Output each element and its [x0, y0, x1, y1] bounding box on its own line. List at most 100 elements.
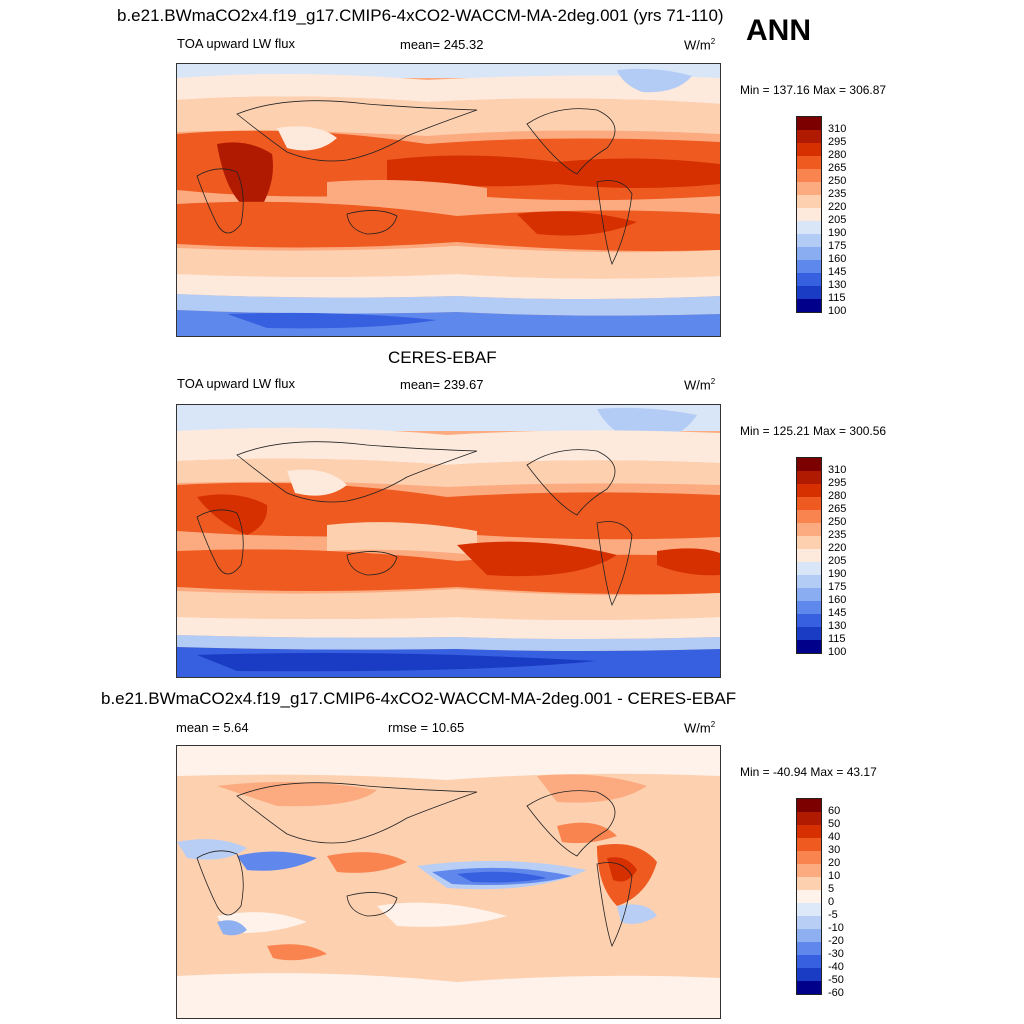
minmax-label: Min = -40.94 Max = 43.17 [740, 765, 877, 779]
colorbar [796, 798, 822, 995]
colorbar-tick-label: 280 [828, 490, 847, 502]
field-label: TOA upward LW flux [177, 376, 296, 391]
colorbar-tick-label: 220 [828, 542, 847, 554]
colorbar-tick-label: 10 [828, 870, 841, 882]
colorbar-swatch [797, 825, 821, 838]
colorbar-tick-label: 115 [828, 292, 846, 304]
colorbar-tick-label: 145 [828, 607, 847, 619]
map-model [176, 63, 721, 337]
colorbar-tick-label: 310 [828, 464, 847, 476]
colorbar-swatch [797, 955, 821, 968]
colorbar-swatch [797, 864, 821, 877]
mean-label: mean= 245.32 [400, 37, 484, 52]
colorbar-tick-label: 205 [828, 555, 847, 567]
colorbar-swatch [797, 916, 821, 929]
colorbar-swatch [797, 877, 821, 890]
colorbar-tick-label: 205 [828, 214, 847, 226]
colorbar-tick-label: 130 [828, 279, 847, 291]
colorbar-swatch [797, 588, 821, 601]
colorbar-swatch [797, 890, 821, 903]
units-label: W/m2 [684, 37, 716, 53]
colorbar-swatch [797, 851, 821, 864]
colorbar-swatch [797, 484, 821, 497]
colorbar-swatch [797, 523, 821, 536]
colorbar-swatch [797, 838, 821, 851]
colorbar-swatch [797, 299, 821, 312]
colorbar-tick-label: 50 [828, 818, 841, 830]
units-label: W/m2 [684, 720, 716, 736]
colorbar-tick-label: -10 [828, 922, 844, 934]
colorbar-swatch [797, 234, 821, 247]
colorbar-tick-label: 280 [828, 149, 847, 161]
colorbar-tick-label: 0 [828, 896, 835, 908]
colorbar-tick-label: 295 [828, 136, 847, 148]
colorbar-swatch [797, 575, 821, 588]
colorbar-tick-label: 265 [828, 162, 847, 174]
colorbar-swatch [797, 497, 821, 510]
colorbar-tick-label: 235 [828, 529, 847, 541]
field-label: TOA upward LW flux [177, 36, 296, 51]
diff-title: b.e21.BWmaCO2x4.f19_g17.CMIP6-4xCO2-WACC… [101, 689, 737, 708]
colorbar-tick-label: 160 [828, 253, 847, 265]
season-label: ANN [746, 14, 811, 47]
model-title: b.e21.BWmaCO2x4.f19_g17.CMIP6-4xCO2-WACC… [117, 6, 724, 25]
colorbar-swatch [797, 458, 821, 471]
colorbar-swatch [797, 182, 821, 195]
colorbar-tick-label: 190 [828, 227, 847, 239]
colorbar-swatch [797, 247, 821, 260]
colorbar-swatch [797, 981, 821, 994]
colorbar-tick-label: -60 [828, 987, 844, 999]
colorbar-swatch [797, 260, 821, 273]
colorbar-swatch [797, 143, 821, 156]
colorbar-tick-label: -30 [828, 948, 844, 960]
colorbar-swatch [797, 812, 821, 825]
colorbar-swatch [797, 130, 821, 143]
colorbar-swatch [797, 942, 821, 955]
colorbar-tick-label: 60 [828, 805, 841, 817]
colorbar-swatch [797, 929, 821, 942]
mean-label: mean = 5.64 [176, 720, 249, 735]
colorbar-tick-label: 295 [828, 477, 847, 489]
colorbar-tick-label: -40 [828, 961, 844, 973]
colorbar-tick-label: 160 [828, 594, 847, 606]
colorbar-tick-label: 100 [828, 646, 847, 658]
colorbar-swatch [797, 614, 821, 627]
units-label: W/m2 [684, 377, 716, 393]
map-diff [176, 745, 721, 1019]
colorbar-tick-label: 130 [828, 620, 847, 632]
colorbar-tick-label: 220 [828, 201, 847, 213]
colorbar-tick-label: 175 [828, 240, 847, 252]
colorbar-tick-label: 250 [828, 175, 847, 187]
colorbar-tick-label: 310 [828, 123, 847, 135]
colorbar-swatch [797, 510, 821, 523]
colorbar-tick-label: 235 [828, 188, 847, 200]
colorbar [796, 457, 822, 654]
colorbar-tick-label: 5 [828, 883, 835, 895]
colorbar-swatch [797, 799, 821, 812]
colorbar-tick-label: 115 [828, 633, 846, 645]
colorbar-tick-label: 145 [828, 266, 847, 278]
colorbar-tick-label: -5 [828, 909, 838, 921]
colorbar-tick-label: 175 [828, 581, 847, 593]
colorbar [796, 116, 822, 313]
colorbar-tick-label: 30 [828, 844, 841, 856]
colorbar-tick-label: 100 [828, 305, 847, 317]
colorbar-swatch [797, 549, 821, 562]
rmse-label: rmse = 10.65 [388, 720, 465, 735]
colorbar-swatch [797, 536, 821, 549]
colorbar-tick-label: -20 [828, 935, 844, 947]
colorbar-swatch [797, 562, 821, 575]
colorbar-swatch [797, 195, 821, 208]
obs-title: CERES-EBAF [388, 348, 497, 367]
colorbar-swatch [797, 968, 821, 981]
map-obs [176, 404, 721, 678]
colorbar-tick-label: 190 [828, 568, 847, 580]
colorbar-swatch [797, 208, 821, 221]
colorbar-swatch [797, 117, 821, 130]
colorbar-swatch [797, 601, 821, 614]
colorbar-swatch [797, 627, 821, 640]
colorbar-tick-label: 265 [828, 503, 847, 515]
colorbar-swatch [797, 286, 821, 299]
colorbar-swatch [797, 471, 821, 484]
colorbar-swatch [797, 273, 821, 286]
